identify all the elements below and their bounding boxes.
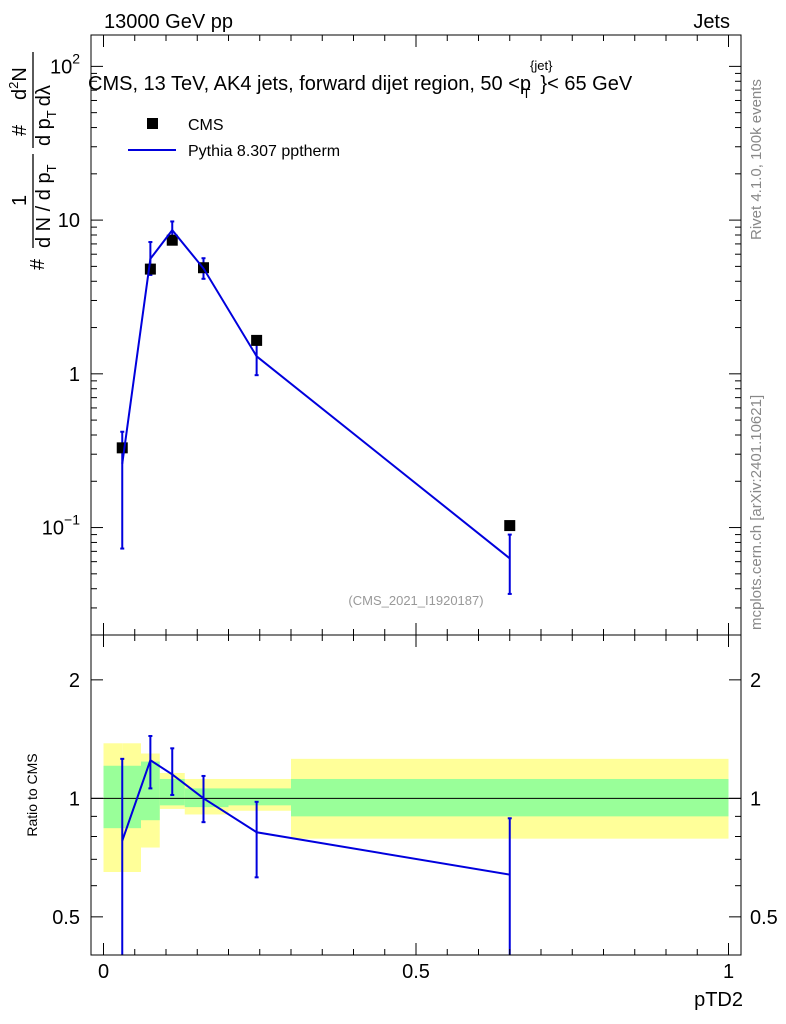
ratio-plot-panel: 2 2 1 1 0.5 0.5 0 0.5 1 Ratio to CMS pTD2 [24, 634, 778, 1011]
rivet-version-label: Rivet 4.1.0, 100k events [748, 79, 765, 240]
mc-series-line [121, 228, 511, 560]
ratio-bands-layer [91, 743, 741, 872]
ratio-band-inner [228, 788, 291, 806]
legend: CMS Pythia 8.307 pptherm [128, 117, 340, 160]
main-title: CMS, 13 TeV, AK4 jets, forward dijet reg… [88, 58, 633, 101]
ratio-band-inner [122, 765, 141, 829]
ratio-x-tick-label: 0 [98, 961, 109, 983]
legend-cms-marker [147, 118, 158, 129]
ratio-y-tick-label-left: 2 [69, 670, 80, 692]
ylabel-denominator: d N / d pT [33, 164, 59, 248]
header-energy-label: 13000 GeV pp [104, 11, 233, 33]
main-y-tick-label: 10−1 [42, 512, 80, 540]
ratio-x-tick-label: 0.5 [402, 961, 430, 983]
ratio-x-tick-label: 1 [723, 961, 734, 983]
ratio-band-inner [184, 788, 229, 808]
legend-cms-label: CMS [188, 117, 224, 134]
ratio-y-tick-label-left: 1 [69, 788, 80, 810]
x-axis-label: pTD2 [694, 989, 743, 1011]
ylabel-numerator-one: 1 [9, 195, 31, 206]
legend-pythia-label: Pythia 8.307 pptherm [188, 143, 340, 160]
ylabel-hash-left: # [27, 258, 49, 270]
ylabel-hash-right: # [9, 124, 31, 136]
ratio-y-tick-label-right: 0.5 [750, 907, 778, 929]
main-marks-layer [116, 220, 516, 595]
main-y-tick-label: 102 [50, 50, 80, 78]
analysis-watermark: (CMS_2021_I1920187) [348, 593, 483, 608]
header-category-label: Jets [693, 11, 730, 33]
ratio-y-tick-label-right: 2 [750, 670, 761, 692]
ratio-marks-layer [120, 735, 512, 955]
ratio-y-tick-label-right: 1 [750, 788, 761, 810]
mcplots-label: mcplots.cern.ch [arXiv:2401.10621] [748, 395, 765, 630]
ylabel-dpt-dlambda: d pTdλ [33, 85, 59, 146]
ratio-band-inner [291, 778, 729, 817]
ylabel-d2N: d2N [6, 67, 31, 100]
ratio-series-line [121, 758, 510, 876]
ratio-frame [90, 634, 742, 956]
cms-data-point [504, 520, 516, 532]
ratio-y-axis-label: Ratio to CMS [24, 753, 40, 836]
cms-data-point [116, 442, 128, 454]
cms-data-point [251, 334, 263, 346]
main-axes-layer: 102 10 1 10−1 [42, 35, 741, 636]
cms-data-point [144, 263, 156, 275]
main-y-tick-label: 1 [69, 364, 80, 386]
ratio-axes-layer: 2 2 1 1 0.5 0.5 0 0.5 1 [52, 635, 778, 983]
ratio-band-inner [103, 765, 123, 829]
main-y-axis-label: # 1 d N / d pT # d2N d pTdλ [6, 52, 59, 270]
ratio-y-tick-label-left: 0.5 [52, 907, 80, 929]
main-y-tick-label: 10 [58, 210, 80, 232]
cms-data-point [166, 234, 178, 246]
main-plot-panel: 102 10 1 10−1 CMS, 13 TeV, AK4 jets, forwar… [6, 34, 742, 636]
